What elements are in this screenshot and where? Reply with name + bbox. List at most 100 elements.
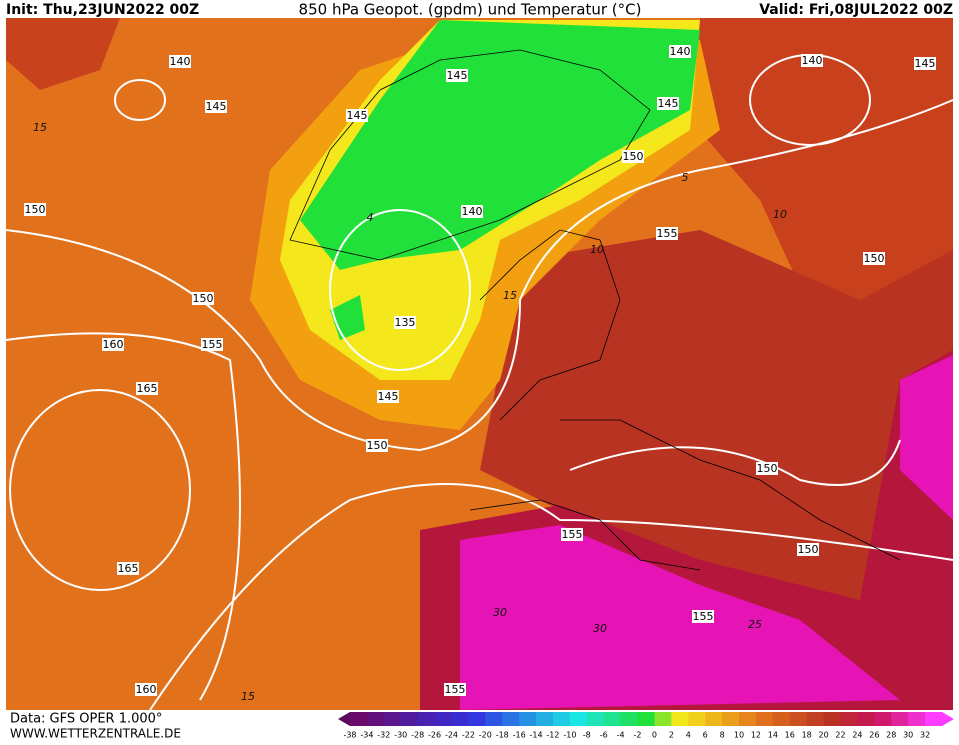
- geopotential-label: 145: [347, 109, 368, 122]
- geopotential-label: 155: [562, 528, 583, 541]
- label-box: [444, 683, 466, 696]
- legend-label: -38: [343, 731, 356, 740]
- legend-swatch: [383, 712, 402, 726]
- legend-swatch: [654, 712, 672, 726]
- legend-label: 8: [720, 731, 725, 740]
- label-box: [863, 252, 885, 265]
- legend-arrow-right: [942, 712, 954, 726]
- legend-swatch: [671, 712, 689, 726]
- label-box: [205, 100, 227, 113]
- geopotential-label: 150: [798, 543, 819, 556]
- geopotential-label: 140: [670, 45, 691, 58]
- label-box: [377, 390, 399, 403]
- legend-swatch: [569, 712, 588, 726]
- label-box: [201, 338, 223, 351]
- legend-label: -16: [513, 731, 526, 740]
- legend-label: 16: [785, 731, 795, 740]
- website: WWW.WETTERZENTRALE.DE: [10, 727, 181, 741]
- legend-label: 22: [835, 731, 845, 740]
- very-cold: [300, 20, 700, 270]
- legend-label: 12: [751, 731, 761, 740]
- legend-swatch: [586, 712, 605, 726]
- legend-swatch: [688, 712, 706, 726]
- geopotential-label: 135: [395, 316, 416, 329]
- very-hot: [460, 525, 900, 710]
- legend-label: 28: [886, 731, 896, 740]
- legend-swatch: [485, 712, 503, 726]
- legend-swatch: [519, 712, 537, 726]
- label-box: [622, 150, 644, 163]
- legend-label: -2: [634, 731, 642, 740]
- geopotential-label: 155: [445, 683, 466, 696]
- geopotential-label: 155: [202, 338, 223, 351]
- legend-label: -34: [360, 731, 373, 740]
- very-hot-east: [900, 355, 953, 520]
- legend-label: -10: [563, 731, 576, 740]
- label-box: [797, 543, 819, 556]
- legend-label: -14: [530, 731, 543, 740]
- legend-label: -4: [617, 731, 625, 740]
- geopotential-label: 150: [864, 252, 885, 265]
- geopotential-label: 150: [623, 150, 644, 163]
- geopotential-contours: [5, 54, 954, 711]
- label-box: [756, 462, 778, 475]
- temperature-label: 4: [367, 211, 374, 224]
- legend-swatch: [840, 712, 858, 726]
- warm-nw: [6, 18, 120, 90]
- legend-swatch: [823, 712, 842, 726]
- label-box: [656, 227, 678, 240]
- legend-swatch: [789, 712, 808, 726]
- legend-swatch: [874, 712, 892, 726]
- geopotential-label: 150: [367, 439, 388, 452]
- legend-swatch: [434, 712, 452, 726]
- map: [5, 18, 954, 711]
- geopotential-label: 150: [25, 203, 46, 216]
- color-legend: -38 -34 -32 -30 -28 -26 -24 -22 -20 -18 -16 -14 -12-…: [338, 712, 954, 740]
- legend-label: -8: [583, 731, 591, 740]
- legend-swatch: [552, 712, 571, 726]
- label-box: [169, 55, 191, 68]
- legend-label: 0: [652, 731, 657, 740]
- geopotential-label: 155: [693, 610, 714, 623]
- label-box: [24, 203, 46, 216]
- legend-swatch: [400, 712, 419, 726]
- valid-time: Valid: Fri,08JUL2022 00Z: [759, 2, 953, 18]
- geopotential-label: 145: [206, 100, 227, 113]
- label-box: [136, 382, 158, 395]
- legend-label: 18: [802, 731, 812, 740]
- label-box: [914, 57, 936, 70]
- legend-swatch: [350, 712, 368, 726]
- legend-label: -18: [496, 731, 509, 740]
- geopotential-label: 145: [447, 69, 468, 82]
- temperature-label: 10: [590, 243, 604, 256]
- legend-swatch: [620, 712, 639, 726]
- init-time: Init: Thu,23JUN2022 00Z: [6, 2, 199, 18]
- geopotential-label: 140: [170, 55, 191, 68]
- legend-swatch: [857, 712, 875, 726]
- legend-swatch: [925, 712, 943, 726]
- legend-label: 4: [686, 731, 691, 740]
- label-box: [446, 69, 468, 82]
- label-box: [366, 439, 388, 452]
- legend-label: -28: [411, 731, 424, 740]
- label-box: [192, 292, 214, 305]
- label-box: [117, 562, 139, 575]
- legend-label: 14: [768, 731, 778, 740]
- legend-swatch: [536, 712, 554, 726]
- legend-label: 26: [869, 731, 879, 740]
- temperature-label: 30: [493, 606, 507, 619]
- legend-label: 32: [920, 731, 930, 740]
- legend-label: -26: [428, 731, 441, 740]
- label-box: [346, 109, 368, 122]
- legend-swatch: [722, 712, 740, 726]
- legend-swatch: [806, 712, 825, 726]
- geopotential-label: 145: [378, 390, 399, 403]
- legend-swatch: [891, 712, 909, 726]
- label-box: [394, 316, 416, 329]
- geopotential-label: 150: [193, 292, 214, 305]
- geopotential-label: 155: [657, 227, 678, 240]
- legend-label: 20: [819, 731, 829, 740]
- temperature-label: 10: [773, 208, 787, 221]
- geopotential-label: 165: [118, 562, 139, 575]
